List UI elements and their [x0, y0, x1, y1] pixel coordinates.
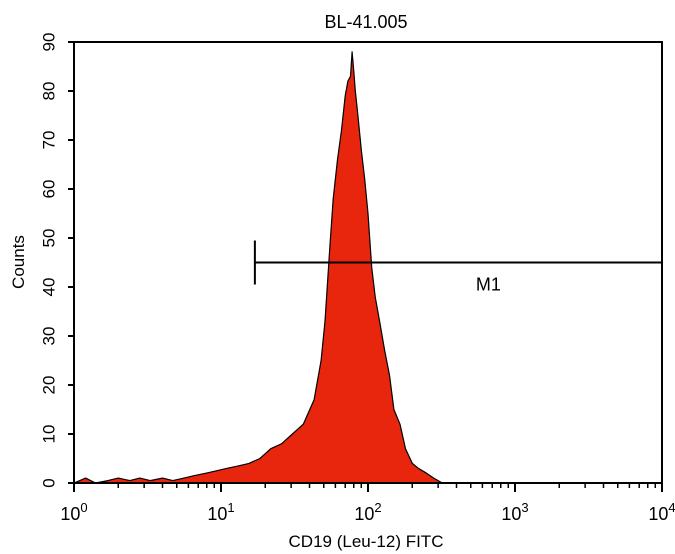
plot-area — [73, 51, 663, 484]
chart-title: BL-41.005 — [324, 12, 407, 32]
marker-m1-label: M1 — [476, 275, 501, 295]
y-tick-label: 90 — [40, 33, 59, 52]
histogram-area-0 — [73, 51, 663, 484]
axes: 0 10 20 30 40 50 60 70 80 90 100 101 102 103 104 — [40, 33, 675, 524]
y-tick-label: 50 — [40, 229, 59, 248]
x-tick-label: 102 — [354, 500, 381, 524]
x-axis-label: CD19 (Leu-12) FITC — [289, 532, 444, 551]
y-tick-label: 20 — [40, 376, 59, 395]
x-tick-label: 103 — [501, 500, 528, 524]
x-tick-label: 104 — [648, 500, 675, 524]
y-tick-label: 0 — [40, 478, 59, 487]
marker-layer: M1 — [253, 240, 662, 295]
y-axis-label: Counts — [9, 235, 28, 289]
y-tick-label: 40 — [40, 278, 59, 297]
y-tick-label: 30 — [40, 327, 59, 346]
x-tick-label: 100 — [60, 500, 87, 524]
y-tick-label: 80 — [40, 82, 59, 101]
y-tick-label: 60 — [40, 180, 59, 199]
y-tick-label: 10 — [40, 425, 59, 444]
x-tick-label: 101 — [207, 500, 234, 524]
y-tick-label: 70 — [40, 131, 59, 150]
